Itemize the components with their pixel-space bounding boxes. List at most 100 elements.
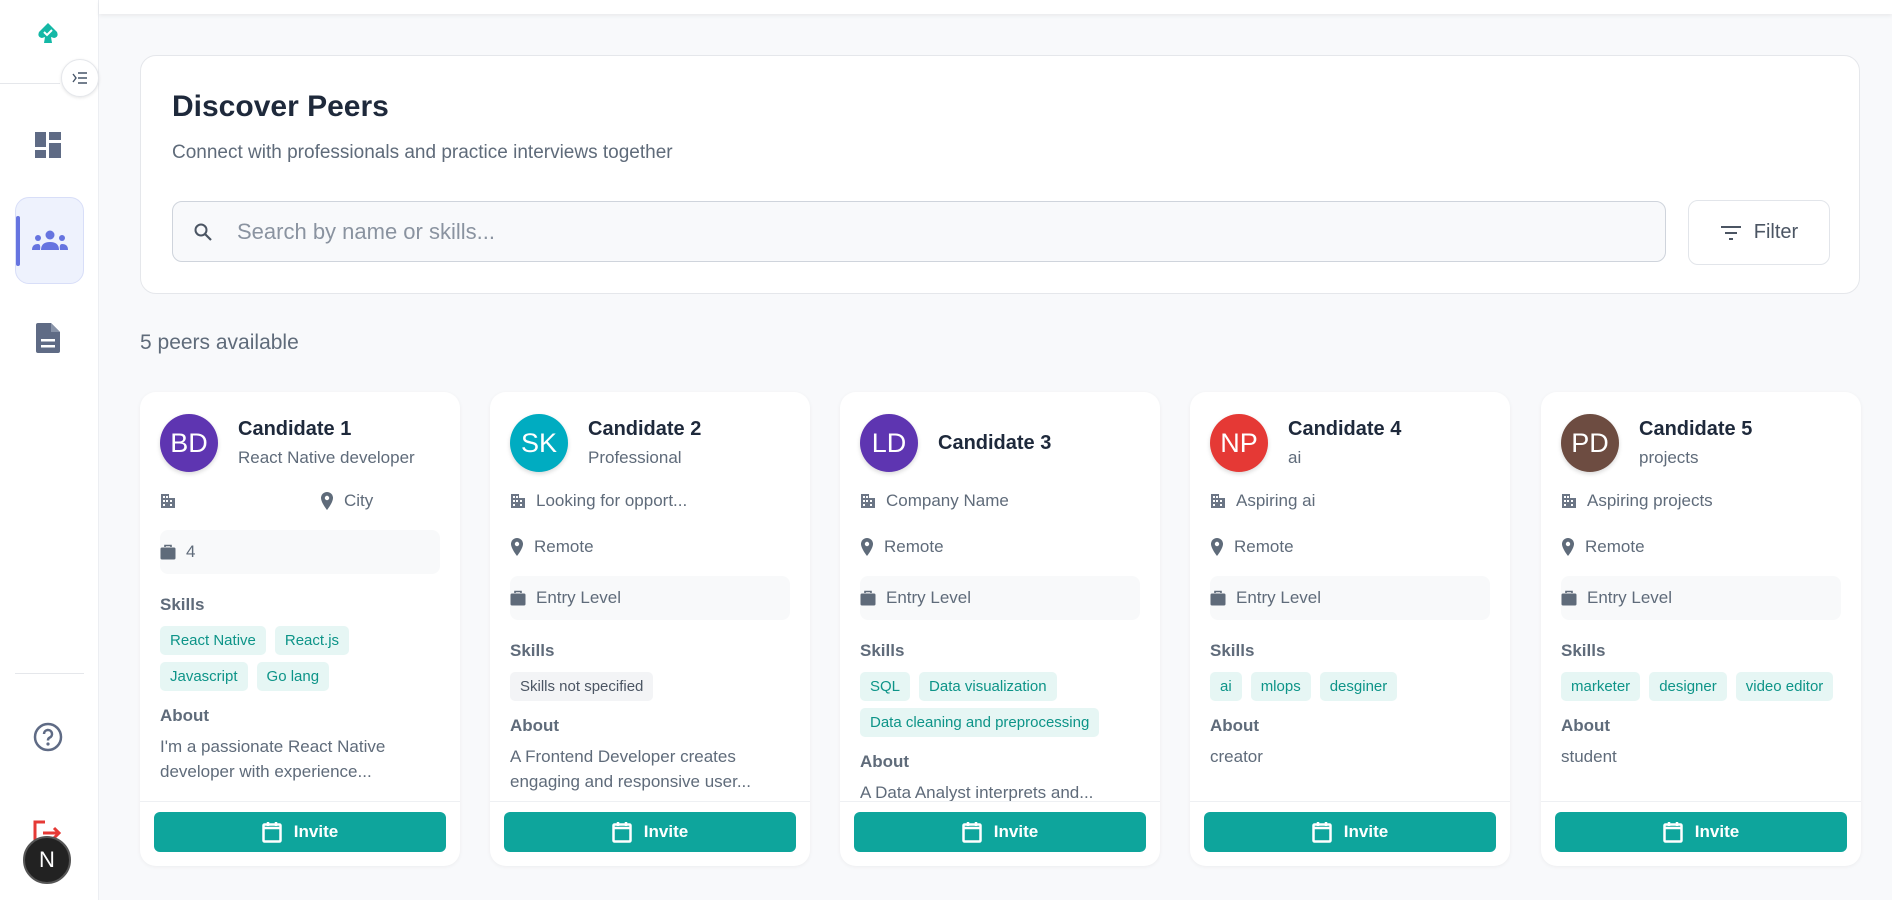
skill-chip: desginer (1319, 672, 1398, 701)
about-label: About (160, 706, 210, 725)
sidebar-item-help[interactable] (32, 721, 64, 753)
skills-label: Skills (860, 641, 905, 660)
calendar-icon (962, 822, 982, 843)
briefcase-icon (1561, 590, 1577, 606)
skills-label: Skills (160, 595, 205, 614)
peer-role: ai (1288, 448, 1302, 467)
dashboard-icon (35, 132, 61, 158)
skills-list: SQL Data visualization Data cleaning and p… (860, 672, 1140, 737)
invite-button[interactable]: Invite (154, 812, 446, 852)
peer-card: NP Candidate 4 ai Aspiring ai Remote Entr… (1190, 392, 1510, 866)
experience-box: 4 (160, 530, 440, 574)
location-row: Remote (1561, 533, 1841, 561)
filter-label: Filter (1753, 221, 1799, 243)
peer-role: Professional (588, 448, 682, 467)
filter-icon (1720, 225, 1741, 240)
location: City (344, 491, 374, 510)
peer-name: Candidate 3 (938, 431, 1052, 454)
avatar: SK (510, 414, 568, 472)
skills-label: Skills (1210, 641, 1255, 660)
company-row: Looking for opport... (510, 487, 790, 515)
skill-chip: marketer (1561, 672, 1641, 701)
about-label: About (1210, 716, 1260, 735)
peer-name: Candidate 4 (1288, 418, 1402, 440)
filter-button[interactable]: Filter (1688, 200, 1830, 265)
briefcase-icon (160, 544, 176, 560)
discover-header: Discover Peers Connect with professional… (140, 55, 1860, 294)
company: Looking for opport... (536, 491, 688, 510)
invite-button[interactable]: Invite (854, 812, 1146, 852)
building-icon (861, 494, 875, 508)
document-icon (36, 323, 60, 353)
search-box[interactable] (172, 201, 1666, 262)
help-icon (33, 722, 63, 752)
skill-chip: video editor (1735, 672, 1834, 701)
sidebar-item-dashboard[interactable] (33, 130, 63, 160)
calendar-icon (1312, 822, 1332, 843)
location-pin-icon (511, 538, 523, 556)
company-row: Aspiring projects (1561, 487, 1841, 515)
skill-chip: mlops (1250, 672, 1311, 701)
experience: Entry Level (1236, 588, 1322, 607)
location: Remote (534, 537, 594, 556)
invite-button[interactable]: Invite (1555, 812, 1847, 852)
invite-label: Invite (643, 822, 689, 841)
location-row: Remote (510, 533, 790, 561)
calendar-icon (612, 822, 632, 843)
briefcase-icon (510, 590, 526, 606)
experience: Entry Level (886, 588, 972, 607)
experience: 4 (186, 542, 196, 561)
skills-label: Skills (510, 641, 555, 660)
meta-row: City (160, 487, 440, 515)
about-text: creator (1210, 747, 1263, 766)
location: Remote (884, 537, 944, 556)
skills-list: React Native React.js Javascript Go lang (160, 626, 440, 691)
skill-chip: React.js (274, 626, 350, 655)
dev-badge[interactable]: N (23, 836, 71, 884)
location-pin-icon (1562, 538, 1574, 556)
calendar-icon (1663, 822, 1683, 843)
skill-chip: SQL (860, 672, 911, 701)
peer-role: React Native developer (238, 448, 415, 467)
location-row: Remote (860, 533, 1140, 561)
building-icon (161, 494, 175, 508)
about-text: I'm a passionate React Native developer … (160, 737, 386, 781)
peer-role: projects (1639, 448, 1699, 467)
sidebar-toggle-button[interactable] (61, 59, 99, 97)
experience-box: Entry Level (860, 576, 1140, 620)
peer-name: Candidate 1 (238, 418, 352, 440)
people-icon (31, 230, 68, 250)
invite-button[interactable]: Invite (504, 812, 796, 852)
search-icon (194, 223, 212, 241)
divider (0, 83, 60, 84)
avatar: BD (160, 414, 218, 472)
about-label: About (1561, 716, 1611, 735)
skill-chip: Go lang (256, 662, 330, 691)
skill-chip: Data visualization (919, 672, 1057, 701)
about-text: A Frontend Developer creates engaging an… (510, 747, 752, 791)
peer-card: SK Candidate 2 Professional Looking for o… (490, 392, 810, 866)
invite-label: Invite (993, 822, 1039, 841)
about-label: About (510, 716, 560, 735)
sidebar: N (0, 0, 99, 900)
calendar-icon (262, 822, 282, 843)
skill-chip: Javascript (160, 662, 248, 691)
logo-icon[interactable] (36, 22, 60, 46)
invite-button[interactable]: Invite (1204, 812, 1496, 852)
experience-box: Entry Level (510, 576, 790, 620)
experience-box: Entry Level (1561, 576, 1841, 620)
sidebar-item-documents[interactable] (33, 322, 63, 354)
page-subtitle: Connect with professionals and practice … (172, 142, 673, 163)
company-row: Company Name (860, 487, 1140, 515)
company: Aspiring ai (1236, 491, 1316, 510)
search-input[interactable] (237, 218, 1665, 245)
sidebar-item-peers[interactable] (15, 197, 84, 284)
location-row: Remote (1210, 533, 1490, 561)
skill-chip: designer (1649, 672, 1727, 701)
building-icon (1211, 494, 1225, 508)
peer-count: 5 peers available (140, 331, 299, 354)
page-title: Discover Peers (172, 90, 389, 123)
invite-label: Invite (1694, 822, 1740, 841)
avatar: NP (1210, 414, 1268, 472)
menu-collapse-icon (72, 72, 87, 84)
